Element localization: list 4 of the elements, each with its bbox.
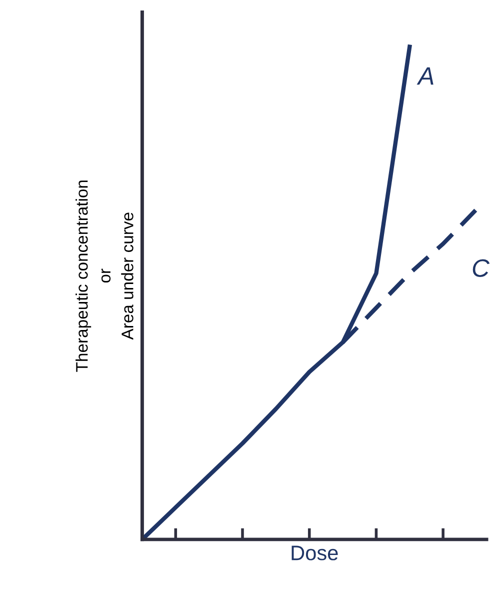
x-axis-title: Dose xyxy=(292,546,338,560)
series-label: A xyxy=(416,67,434,85)
y-axis-title: Therapeutic concentration or Area under curve xyxy=(76,180,134,372)
series-label: C xyxy=(472,259,490,277)
